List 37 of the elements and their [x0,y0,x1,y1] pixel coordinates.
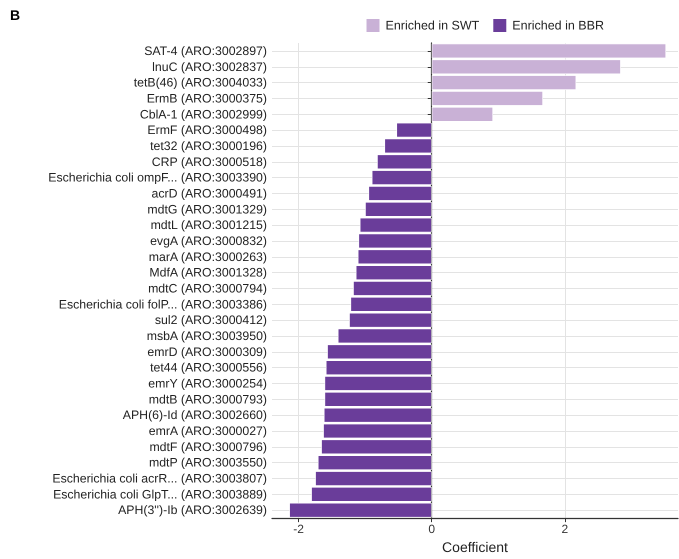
y-tick-label: emrD (ARO:3000309) [147,344,267,359]
y-tick-label: MdfA (ARO:3001328) [149,266,267,280]
y-tick-label: Escherichia coli GlpT... (ARO:3003889) [53,487,267,502]
x-axis-title: Coefficient [442,539,508,555]
y-tick-label: evgA (ARO:3000832) [150,234,267,248]
y-tick-label: CRP (ARO:3000518) [152,154,267,169]
y-tick-label: sul2 (ARO:3000412) [154,313,267,328]
text: B [10,7,20,23]
y-tick-label: SAT-4 (ARO:3002897) [144,44,267,58]
y-tick-label: tet32 (ARO:3000196) [150,138,267,153]
legend-label: Enriched in SWT [386,18,480,32]
y-tick-label: mdtL (ARO:3001215) [150,218,267,232]
y-tick-label: mdtP (ARO:3003550) [148,456,267,470]
y-tick-label: mdtG (ARO:3001329) [147,202,267,216]
y-tick-label: mdtF (ARO:3000796) [149,440,267,454]
y-tick-label: Escherichia coli ompF... (ARO:3003390) [48,170,267,185]
legend-label: Enriched in BBR [512,18,604,32]
y-tick-label: emrY (ARO:3000254) [148,376,267,390]
y-tick-label: tet44 (ARO:3000556) [150,360,267,375]
y-tick-label: msbA (ARO:3003950) [146,328,267,343]
x-tick-label: 2 [562,522,569,536]
y-tick-label: Escherichia coli folP... (ARO:3003386) [58,297,267,312]
y-tick-label: mdtC (ARO:3000794) [148,281,267,296]
x-tick-label: 0 [428,522,436,536]
y-tick-label: tetB(46) (ARO:3004033) [134,76,267,90]
y-tick-label: APH(6)-Id (ARO:3002660) [122,408,267,422]
y-tick-label: emrA (ARO:3000027) [148,424,267,438]
y-tick-label: ErmF (ARO:3000498) [147,123,267,138]
y-tick-label: lnuC (ARO:3002837) [152,60,267,74]
y-tick-label: CblA-1 (ARO:3002999) [140,107,267,122]
y-tick-label: mdtB (ARO:3000793) [148,392,267,406]
y-tick-label: ErmB (ARO:3000375) [146,91,267,106]
x-tick-label: -2 [293,522,304,536]
y-tick-label: APH(3'')-Ib (ARO:3002639) [118,503,267,518]
y-tick-label: acrD (ARO:3000491) [151,186,267,200]
y-tick-label: marA (ARO:3000263) [148,250,267,264]
y-tick-label: Escherichia coli acrR... (ARO:3003807) [52,472,267,486]
